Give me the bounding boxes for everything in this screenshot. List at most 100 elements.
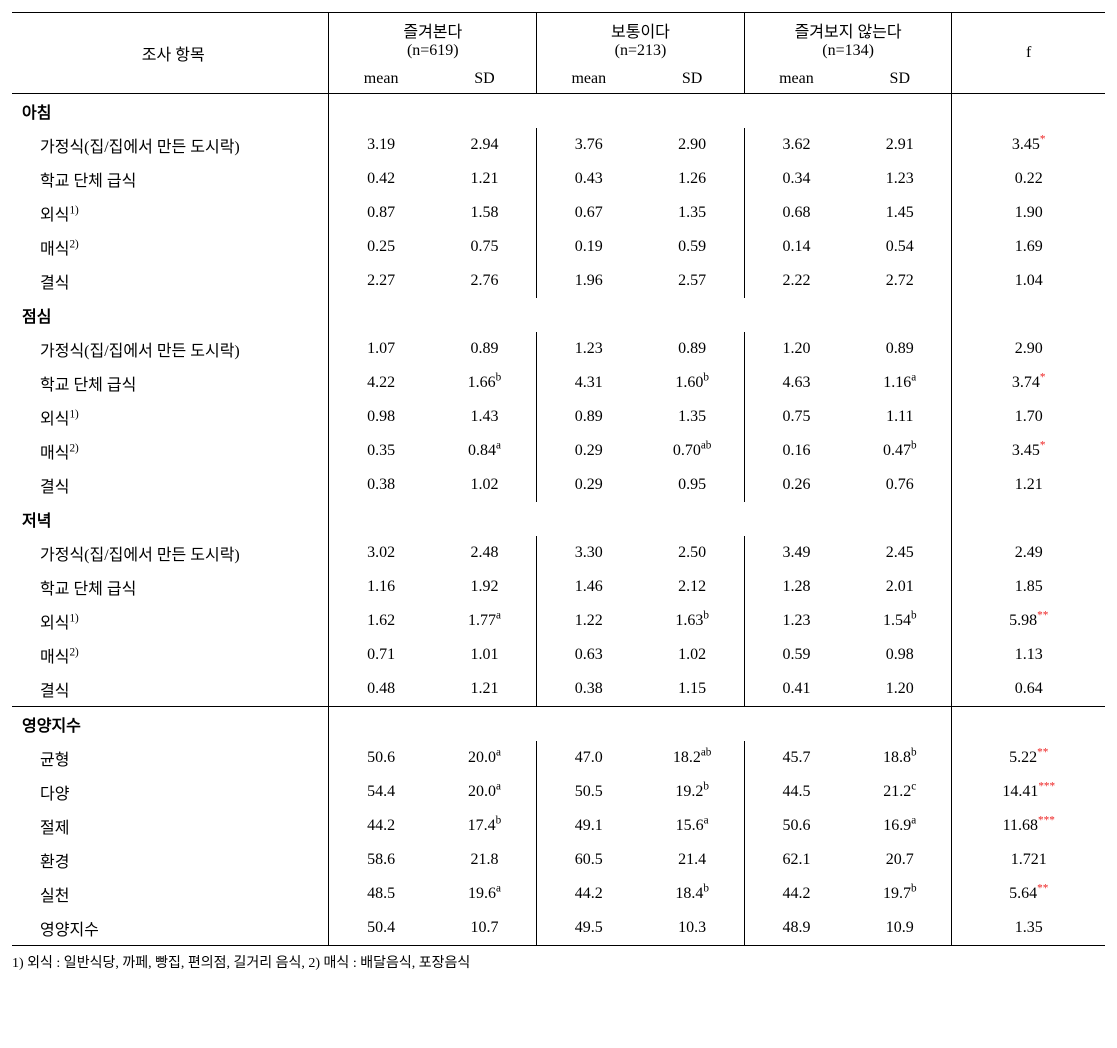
table-cell: 1.28 xyxy=(744,570,848,604)
table-cell: 0.67 xyxy=(537,196,641,230)
table-cell: 10.3 xyxy=(640,911,744,946)
table-cell: 44.5 xyxy=(744,775,848,809)
table-cell: 1.11 xyxy=(848,400,952,434)
table-cell: 1.02 xyxy=(433,468,537,502)
table-cell: 18.8b xyxy=(848,741,952,775)
table-cell: 21.4 xyxy=(640,843,744,877)
table-cell: 50.6 xyxy=(744,809,848,843)
table-cell: 48.5 xyxy=(329,877,433,911)
table-cell: 10.7 xyxy=(433,911,537,946)
table-cell: 1.96 xyxy=(537,264,641,298)
table-cell: 0.89 xyxy=(640,332,744,366)
section-title: 영양지수 xyxy=(12,707,329,742)
table-cell: 1.46 xyxy=(537,570,641,604)
table-cell: 16.9a xyxy=(848,809,952,843)
table-cell: 2.57 xyxy=(640,264,744,298)
table-cell: 1.21 xyxy=(433,672,537,707)
table-cell: 1.26 xyxy=(640,162,744,196)
table-cell: 2.12 xyxy=(640,570,744,604)
f-value: 5.64** xyxy=(952,877,1105,911)
row-label: 실천 xyxy=(12,877,329,911)
table-cell: 19.7b xyxy=(848,877,952,911)
table-cell: 3.76 xyxy=(537,128,641,162)
row-label: 가정식(집/집에서 만든 도시락) xyxy=(12,536,329,570)
f-value: 11.68*** xyxy=(952,809,1105,843)
table-cell: 0.98 xyxy=(329,400,433,434)
table-cell: 2.91 xyxy=(848,128,952,162)
table-cell: 0.71 xyxy=(329,638,433,672)
table-cell: 18.2ab xyxy=(640,741,744,775)
f-value: 1.13 xyxy=(952,638,1105,672)
f-value: 3.45* xyxy=(952,434,1105,468)
data-table: 조사 항목즐겨본다(n=619)보통이다(n=213)즐겨보지 않는다(n=13… xyxy=(12,12,1105,946)
table-cell: 0.87 xyxy=(329,196,433,230)
table-cell: 20.0a xyxy=(433,741,537,775)
table-cell: 0.47b xyxy=(848,434,952,468)
table-cell: 1.20 xyxy=(744,332,848,366)
table-cell: 62.1 xyxy=(744,843,848,877)
table-cell: 1.35 xyxy=(640,196,744,230)
table-cell: 0.68 xyxy=(744,196,848,230)
f-value: 1.21 xyxy=(952,468,1105,502)
table-cell: 1.01 xyxy=(433,638,537,672)
table-cell: 2.27 xyxy=(329,264,433,298)
row-label: 절제 xyxy=(12,809,329,843)
row-label: 외식1) xyxy=(12,400,329,434)
table-cell: 58.6 xyxy=(329,843,433,877)
table-cell: 1.23 xyxy=(848,162,952,196)
table-cell: 60.5 xyxy=(537,843,641,877)
table-cell: 0.16 xyxy=(744,434,848,468)
f-value: 14.41*** xyxy=(952,775,1105,809)
table-cell: 3.49 xyxy=(744,536,848,570)
table-cell: 49.1 xyxy=(537,809,641,843)
table-cell: 19.2b xyxy=(640,775,744,809)
section-title: 저녁 xyxy=(12,502,329,536)
table-cell: 1.77a xyxy=(433,604,537,638)
table-cell: 1.63b xyxy=(640,604,744,638)
table-cell: 2.94 xyxy=(433,128,537,162)
table-cell: 0.41 xyxy=(744,672,848,707)
f-value: 1.69 xyxy=(952,230,1105,264)
table-cell: 1.66b xyxy=(433,366,537,400)
f-value: 1.04 xyxy=(952,264,1105,298)
table-cell: 1.22 xyxy=(537,604,641,638)
table-cell: 2.72 xyxy=(848,264,952,298)
table-cell: 50.6 xyxy=(329,741,433,775)
table-cell: 0.59 xyxy=(640,230,744,264)
table-cell: 0.48 xyxy=(329,672,433,707)
table-cell: 0.25 xyxy=(329,230,433,264)
table-cell: 0.59 xyxy=(744,638,848,672)
f-value: 2.49 xyxy=(952,536,1105,570)
table-cell: 1.16a xyxy=(848,366,952,400)
table-cell: 2.45 xyxy=(848,536,952,570)
f-value: 0.22 xyxy=(952,162,1105,196)
table-cell: 0.43 xyxy=(537,162,641,196)
table-cell: 0.34 xyxy=(744,162,848,196)
header-sub-5: SD xyxy=(848,65,952,94)
table-cell: 2.76 xyxy=(433,264,537,298)
table-cell: 1.54b xyxy=(848,604,952,638)
table-cell: 49.5 xyxy=(537,911,641,946)
table-cell: 15.6a xyxy=(640,809,744,843)
header-sub-2: mean xyxy=(537,65,641,94)
f-value: 1.70 xyxy=(952,400,1105,434)
row-label: 가정식(집/집에서 만든 도시락) xyxy=(12,128,329,162)
table-cell: 4.22 xyxy=(329,366,433,400)
f-value: 0.64 xyxy=(952,672,1105,707)
table-cell: 0.54 xyxy=(848,230,952,264)
header-group-1: 보통이다(n=213) xyxy=(537,13,745,66)
table-cell: 0.63 xyxy=(537,638,641,672)
table-cell: 21.8 xyxy=(433,843,537,877)
section-title: 점심 xyxy=(12,298,329,332)
row-label: 균형 xyxy=(12,741,329,775)
table-cell: 4.63 xyxy=(744,366,848,400)
row-label: 학교 단체 급식 xyxy=(12,570,329,604)
header-sub-1: SD xyxy=(433,65,537,94)
table-cell: 19.6a xyxy=(433,877,537,911)
table-cell: 0.38 xyxy=(537,672,641,707)
row-label: 외식1) xyxy=(12,196,329,230)
row-label: 학교 단체 급식 xyxy=(12,162,329,196)
table-cell: 0.29 xyxy=(537,468,641,502)
table-cell: 2.22 xyxy=(744,264,848,298)
table-cell: 3.19 xyxy=(329,128,433,162)
